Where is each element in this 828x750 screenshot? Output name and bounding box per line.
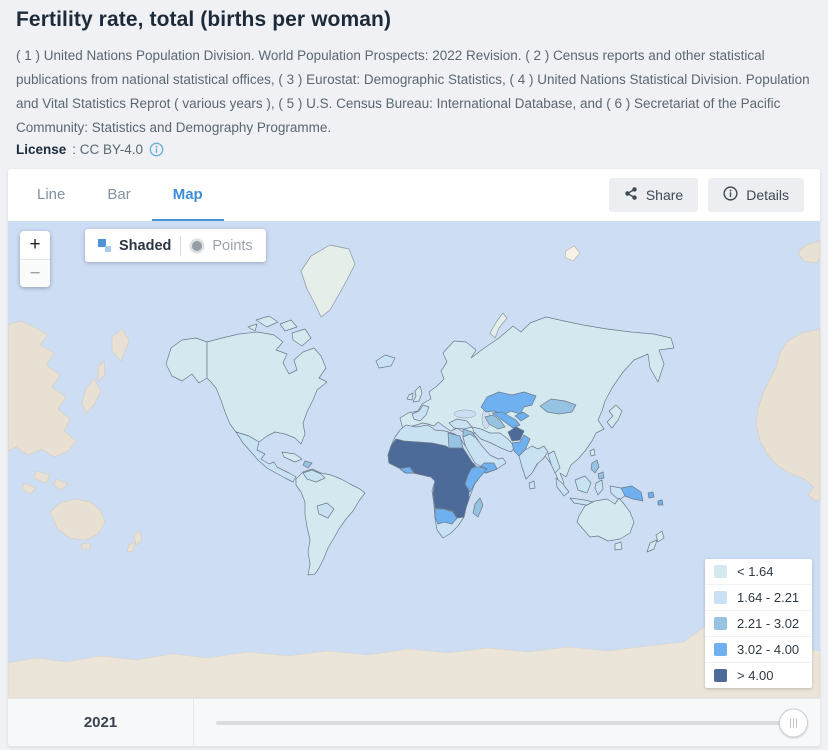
license-value: : CC BY-4.0	[72, 142, 144, 157]
region-turkmenistan	[484, 414, 506, 430]
year-label: 2021	[8, 699, 194, 746]
toggle-points[interactable]: Points	[190, 237, 253, 254]
legend-swatch-4	[714, 643, 727, 656]
legend-row: 2.21 - 3.02	[705, 610, 812, 636]
region-mexico-central-america	[235, 431, 297, 483]
tab-bar: Line Bar Map Share Details	[8, 169, 820, 221]
tab-bar-chart[interactable]: Bar	[86, 169, 151, 221]
region-svalbard	[564, 245, 581, 262]
region-mongolia	[539, 398, 577, 415]
toggle-shaded[interactable]: Shaded	[98, 238, 171, 254]
legend-row: 1.64 - 2.21	[705, 584, 812, 610]
region-madagascar	[472, 497, 484, 518]
legend-swatch-2	[714, 591, 727, 604]
region-ireland	[406, 392, 414, 401]
region-arctic-islands	[247, 315, 312, 347]
year-slider-track[interactable]	[216, 720, 794, 725]
timeline-bar: 2021	[8, 698, 820, 746]
details-info-icon	[723, 186, 738, 204]
source-text: ( 1 ) United Nations Population Division…	[16, 48, 810, 135]
region-ghana-cote-divoire	[399, 466, 415, 474]
region-namibia-botswana-zimbabwe	[434, 508, 458, 525]
details-button[interactable]: Details	[708, 178, 804, 212]
page-header: Fertility rate, total (births per woman)…	[0, 0, 828, 157]
region-taiwan	[589, 448, 596, 457]
year-slider-handle[interactable]	[779, 708, 808, 737]
license-line: License : CC BY-4.0	[16, 142, 812, 157]
share-label: Share	[645, 187, 684, 203]
region-japan	[606, 404, 623, 429]
world-map[interactable]	[8, 221, 820, 698]
shaded-label: Shaded	[119, 237, 172, 254]
region-uk	[412, 385, 423, 403]
tab-map[interactable]: Map	[151, 169, 224, 221]
zoom-in-button[interactable]: +	[20, 231, 50, 259]
region-hispaniola	[302, 460, 313, 469]
legend-swatch-3	[714, 617, 727, 630]
region-egypt	[447, 432, 464, 449]
region-papua-new-guinea	[620, 485, 664, 506]
black-sea	[453, 409, 477, 419]
region-afghanistan	[507, 426, 525, 442]
chart-card: Line Bar Map Share Details	[8, 169, 820, 746]
legend-row: 3.02 - 4.00	[705, 636, 812, 662]
license-label: License	[16, 142, 67, 157]
legend-label-3: 2.21 - 3.02	[737, 616, 800, 631]
map-layer-basemap-right	[755, 240, 820, 502]
region-bolivia	[316, 502, 335, 519]
map-layer-toggle: Shaded Points	[85, 229, 266, 262]
region-india	[518, 445, 549, 480]
legend-row: > 4.00	[705, 662, 812, 688]
year-slider	[194, 699, 820, 746]
page-title: Fertility rate, total (births per woman)	[16, 8, 392, 31]
region-novaya-zemlya	[489, 312, 508, 339]
legend-label-4: 3.02 - 4.00	[737, 642, 800, 657]
shaded-squares-icon	[98, 239, 111, 252]
region-new-zealand	[646, 530, 665, 553]
region-australia	[576, 497, 635, 551]
license-info-icon[interactable]	[149, 142, 164, 157]
map-layer-basemap-left	[8, 320, 143, 553]
region-canada-us	[206, 331, 328, 445]
region-south-america	[295, 468, 366, 576]
legend-swatch-5	[714, 669, 727, 682]
region-venezuela	[302, 469, 326, 483]
region-cuba	[281, 451, 303, 463]
map-zoom-control: + −	[20, 231, 50, 287]
region-iran	[471, 426, 516, 453]
legend-label-2: 1.64 - 2.21	[737, 590, 800, 605]
region-sri-lanka	[528, 480, 536, 490]
tab-actions: Share Details	[608, 169, 812, 221]
zoom-out-button[interactable]: −	[20, 259, 50, 287]
map-canvas[interactable]: + − Shaded Points < 1.64 1.64 - 2.21	[8, 221, 820, 698]
toggle-divider	[180, 235, 182, 256]
share-button[interactable]: Share	[608, 178, 699, 212]
map-layer-countries[interactable]	[165, 244, 675, 576]
region-pakistan	[511, 434, 531, 457]
legend-swatch-1	[714, 565, 727, 578]
region-france	[411, 404, 430, 422]
region-alaska	[165, 337, 208, 384]
region-kyrgyz-tajik	[514, 411, 530, 422]
region-philippines	[590, 459, 605, 480]
region-sahel-central-africa	[387, 438, 477, 519]
region-myanmar	[547, 450, 561, 474]
legend-label-1: < 1.64	[737, 564, 774, 579]
legend-row: < 1.64	[705, 559, 812, 584]
region-kazakhstan	[480, 391, 537, 416]
legend-label-5: > 4.00	[737, 668, 774, 683]
region-kenya-somalia	[464, 466, 488, 493]
region-uzbekistan	[491, 411, 521, 429]
points-label: Points	[212, 237, 253, 254]
details-label: Details	[746, 187, 789, 203]
share-icon	[624, 186, 638, 204]
map-legend: < 1.64 1.64 - 2.21 2.21 - 3.02 3.02 - 4.…	[705, 559, 812, 688]
region-greenland	[300, 244, 356, 318]
tab-line[interactable]: Line	[16, 169, 86, 221]
region-indonesia	[555, 475, 627, 507]
points-dot-icon	[192, 240, 203, 251]
map-antarctica	[8, 625, 820, 698]
region-iceland	[375, 354, 396, 369]
